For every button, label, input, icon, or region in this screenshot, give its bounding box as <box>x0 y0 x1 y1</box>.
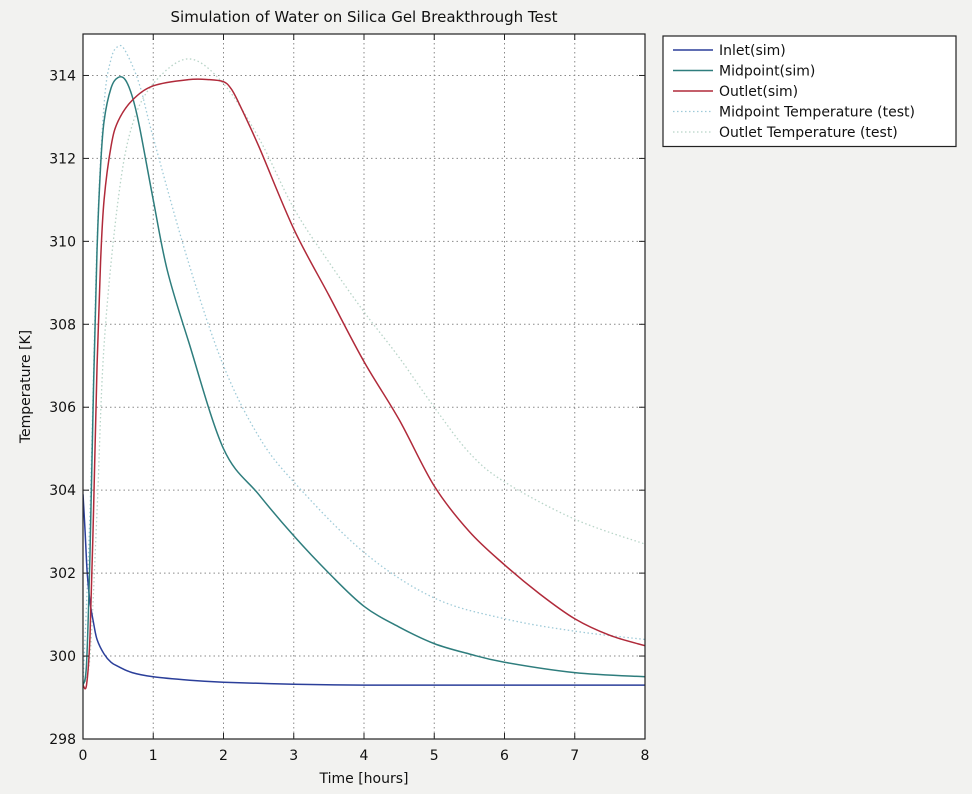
legend-entry: Inlet(sim) <box>719 43 786 59</box>
x-tick-label: 5 <box>430 748 439 764</box>
x-tick-label: 8 <box>641 748 650 764</box>
legend-box <box>662 35 957 148</box>
y-tick-label: 310 <box>49 234 76 250</box>
series-line-midpoint-sim <box>83 76 645 686</box>
y-tick-label: 298 <box>49 732 76 748</box>
legend-entry: Midpoint Temperature (test) <box>719 105 915 121</box>
x-tick-label: 0 <box>79 748 88 764</box>
x-axis-label: Time [hours] <box>319 771 409 787</box>
y-tick-label: 302 <box>49 566 76 582</box>
series-layer <box>83 44 645 690</box>
y-tick-label: 304 <box>49 483 76 499</box>
y-tick-label: 314 <box>49 68 76 84</box>
y-tick-label: 312 <box>49 151 76 167</box>
x-tick-label: 2 <box>219 748 228 764</box>
series-line-inlet-sim <box>83 494 645 686</box>
legend-entry: Outlet(sim) <box>719 84 798 100</box>
chart-title: Simulation of Water on Silica Gel Breakt… <box>171 8 558 26</box>
x-tick-label: 3 <box>289 748 298 764</box>
x-tick-label: 4 <box>360 748 369 764</box>
grid <box>83 34 645 740</box>
legend: Inlet(sim) Midpoint(sim) Outlet(sim) Midpoi… <box>662 35 957 148</box>
ticks: 0 1 2 3 4 5 6 7 8 298 300 302 304 306 308 310 312 314 <box>49 34 649 764</box>
legend-entry: Midpoint(sim) <box>719 64 815 80</box>
x-tick-label: 1 <box>149 748 158 764</box>
series-line-outlet-sim <box>83 78 645 690</box>
y-tick-label: 308 <box>49 317 76 333</box>
x-tick-label: 7 <box>570 748 579 764</box>
series-line-midpoint-temperature-test <box>83 44 645 686</box>
legend-entry: Outlet Temperature (test) <box>719 125 898 141</box>
x-tick-label: 6 <box>500 748 509 764</box>
y-tick-label: 306 <box>49 400 76 416</box>
y-axis-label: Temperature [K] <box>18 330 34 444</box>
y-tick-label: 300 <box>49 649 76 665</box>
